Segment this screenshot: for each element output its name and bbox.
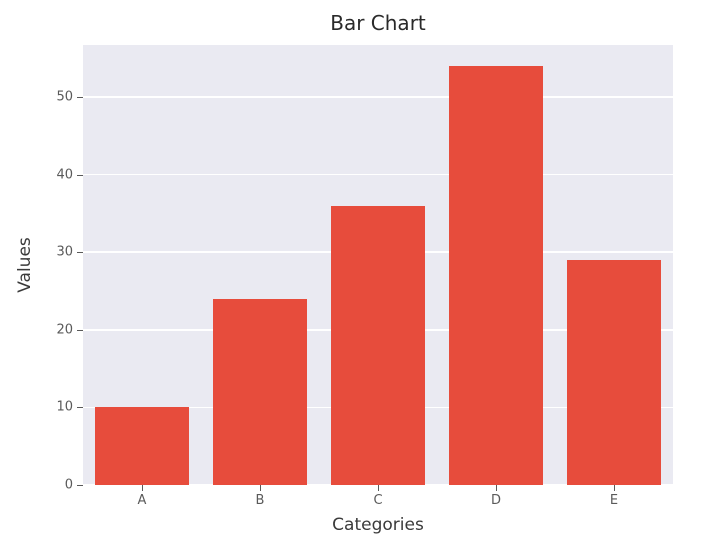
bar: [213, 299, 307, 485]
x-tick-label: B: [256, 493, 265, 508]
bar: [331, 206, 425, 485]
x-tick-label: D: [491, 493, 501, 508]
x-tick-mark: [142, 485, 143, 491]
bar: [95, 407, 189, 485]
y-tick-mark: [77, 97, 83, 98]
chart-figure: Bar Chart Values Categories 0 10 20 30 40 50 A…: [0, 0, 703, 559]
y-tick-label: 30: [45, 245, 73, 260]
x-tick-mark: [378, 485, 379, 491]
y-tick-label: 10: [45, 400, 73, 415]
gridline-h: [83, 174, 673, 176]
y-tick-label: 20: [45, 322, 73, 337]
x-tick-mark: [260, 485, 261, 491]
x-tick-label: C: [373, 493, 382, 508]
y-axis-label: Values: [15, 237, 35, 293]
x-tick-mark: [496, 485, 497, 491]
x-axis-label: Categories: [332, 515, 424, 535]
y-tick-label: 0: [45, 478, 73, 493]
chart-title: Bar Chart: [83, 11, 673, 35]
y-tick-mark: [77, 485, 83, 486]
x-tick-label: E: [610, 493, 618, 508]
y-tick-mark: [77, 252, 83, 253]
x-tick-label: A: [138, 493, 147, 508]
plot-area: [83, 45, 673, 485]
y-tick-mark: [77, 175, 83, 176]
y-tick-label: 50: [45, 89, 73, 104]
x-tick-mark: [614, 485, 615, 491]
bar: [567, 260, 661, 485]
y-tick-mark: [77, 330, 83, 331]
gridline-h: [83, 96, 673, 98]
y-tick-label: 40: [45, 167, 73, 182]
bar: [449, 66, 543, 485]
y-tick-mark: [77, 407, 83, 408]
